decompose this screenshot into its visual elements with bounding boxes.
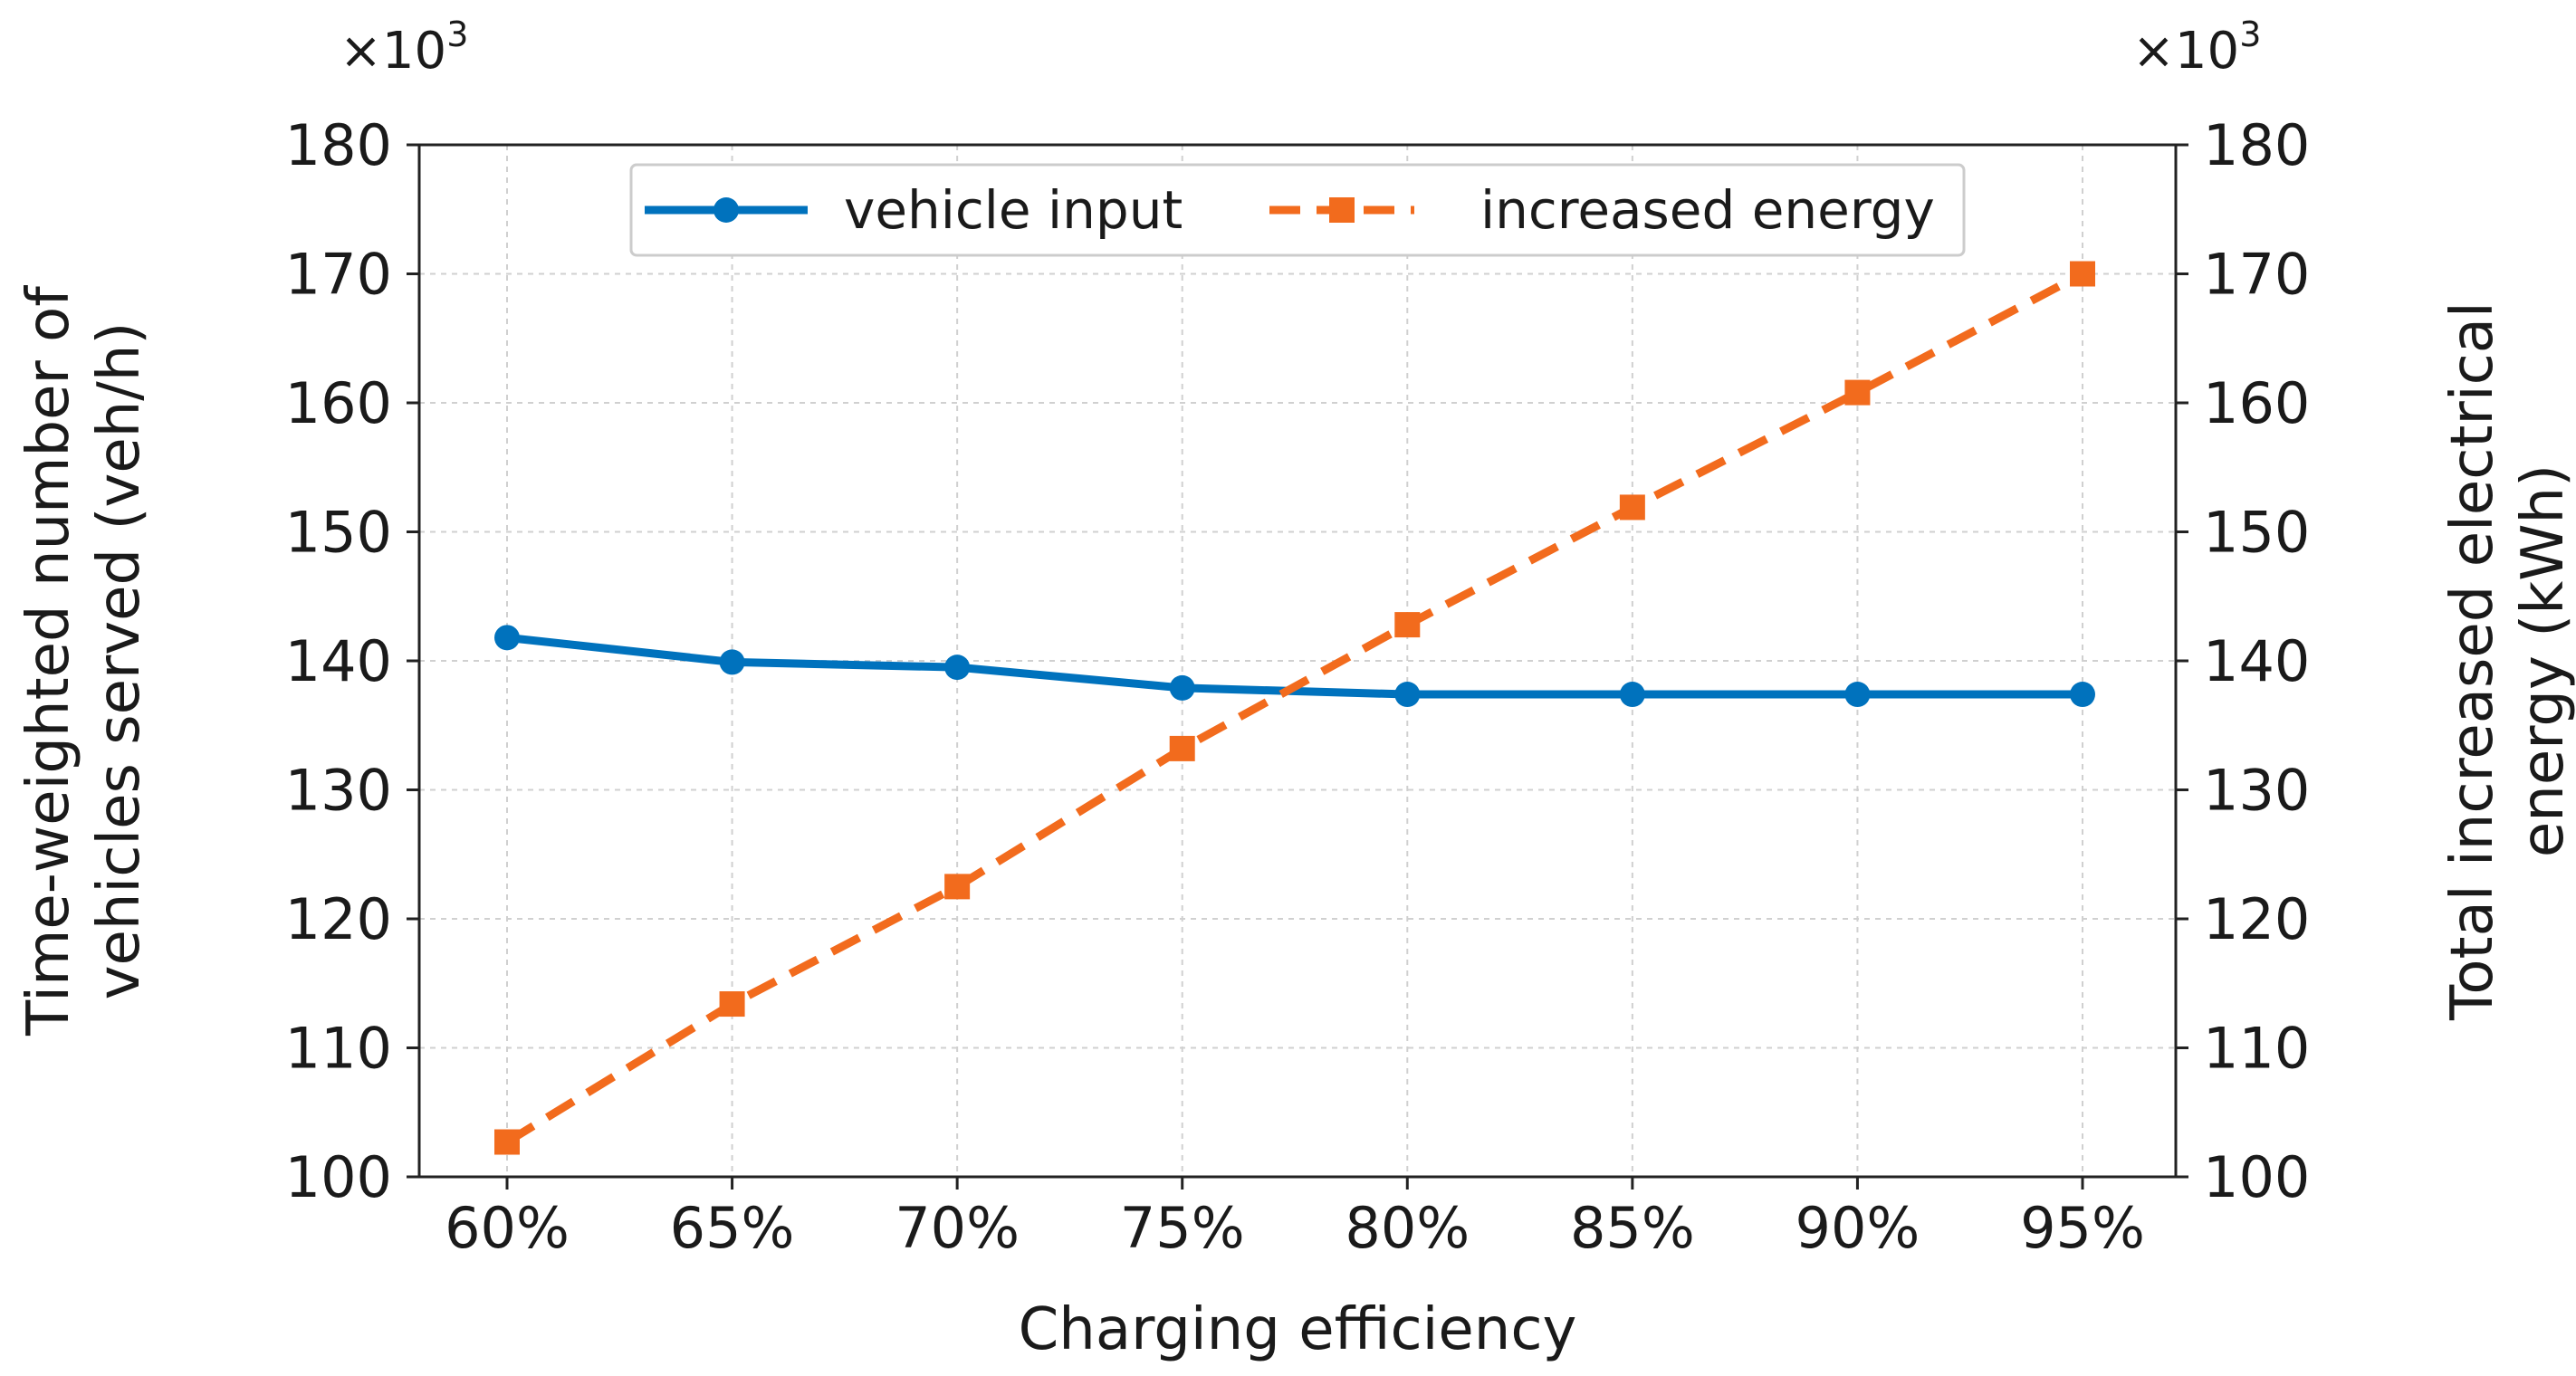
right-axis-multiplier-base: ×10: [2132, 22, 2239, 81]
x-tick-label: 90%: [1796, 1195, 1920, 1261]
legend-increased-energy-label: increased energy: [1480, 179, 1935, 241]
x-tick-label: 85%: [1570, 1195, 1695, 1261]
y-right-tick-label: 120: [2203, 886, 2310, 952]
data-point-vehicle-input: [2070, 682, 2095, 708]
data-point-increased-energy: [719, 991, 745, 1018]
series-line-increased-energy: [504, 270, 2085, 1146]
data-point-vehicle-input: [1844, 682, 1871, 708]
x-tick-label: 80%: [1345, 1195, 1470, 1261]
left-axis-multiplier: ×103: [340, 14, 468, 81]
left-axis-multiplier-base: ×10: [340, 22, 446, 81]
right-axis-title-line-1: Total increased electrical: [2439, 301, 2506, 1021]
data-point-increased-energy: [1394, 612, 1421, 638]
right-axis-title: Total increased electrical energy (kWh): [2439, 301, 2576, 1021]
left-axis-multiplier-exponent: 3: [446, 14, 468, 54]
legend-increased-energy-marker: [1329, 197, 1355, 223]
ticks: 60% 65% 70% 75% 80% 85% 90% 95% 100 110 120 130 140 1…: [285, 112, 2311, 1261]
y-left-tick-label: 180: [285, 112, 392, 178]
series: [494, 261, 2095, 1155]
y-right-tick-label: 110: [2203, 1016, 2310, 1082]
data-point-increased-energy: [1844, 379, 1871, 406]
y-left-tick-label: 120: [285, 886, 392, 952]
right-axis-title-line-2: energy (kWh): [2510, 464, 2576, 857]
y-right-tick-label: 100: [2203, 1144, 2310, 1210]
y-left-tick-label: 160: [285, 370, 392, 436]
legend: vehicle input increased energy: [629, 163, 1966, 257]
data-point-increased-energy: [1619, 494, 1645, 521]
data-point-increased-energy: [1169, 735, 1195, 761]
data-point-increased-energy: [2070, 261, 2095, 287]
legend-vehicle-input-label: vehicle input: [844, 179, 1183, 241]
y-right-tick-label: 150: [2203, 500, 2310, 566]
right-axis-multiplier: ×103: [2132, 14, 2261, 81]
x-tick-label: 75%: [1120, 1195, 1245, 1261]
data-point-vehicle-input: [1394, 682, 1421, 708]
left-axis-title-line-2: vehicles served (veh/h): [86, 322, 153, 1000]
data-point-increased-energy: [494, 1129, 520, 1155]
x-tick-label: 70%: [895, 1195, 1020, 1261]
legend-vehicle-input-marker: [713, 197, 739, 223]
data-point-increased-energy: [944, 874, 971, 900]
y-left-tick-label: 150: [285, 500, 392, 566]
y-left-tick-label: 100: [285, 1144, 392, 1210]
right-axis-multiplier-exponent: 3: [2239, 14, 2261, 54]
x-tick-label: 95%: [2020, 1195, 2145, 1261]
left-axis-title-line-1: Time-weighted number of: [15, 285, 82, 1037]
y-right-tick-label: 140: [2203, 628, 2310, 694]
data-point-vehicle-input: [494, 625, 520, 651]
x-tick-label: 60%: [445, 1195, 570, 1261]
y-left-tick-label: 170: [285, 242, 392, 308]
y-right-tick-label: 130: [2203, 758, 2310, 824]
y-left-tick-label: 130: [285, 758, 392, 824]
y-left-tick-label: 110: [285, 1016, 392, 1082]
data-point-vehicle-input: [719, 649, 745, 675]
x-tick-label: 65%: [670, 1195, 795, 1261]
x-axis-title: Charging efficiency: [1019, 1296, 1577, 1363]
data-point-vehicle-input: [944, 655, 971, 681]
y-right-tick-label: 170: [2203, 242, 2310, 308]
y-right-tick-label: 160: [2203, 370, 2310, 436]
data-point-vehicle-input: [1619, 682, 1645, 708]
y-left-tick-label: 140: [285, 628, 392, 694]
y-right-tick-label: 180: [2203, 112, 2310, 178]
data-point-vehicle-input: [1169, 674, 1195, 701]
left-axis-title: Time-weighted number of vehicles served …: [15, 285, 153, 1037]
